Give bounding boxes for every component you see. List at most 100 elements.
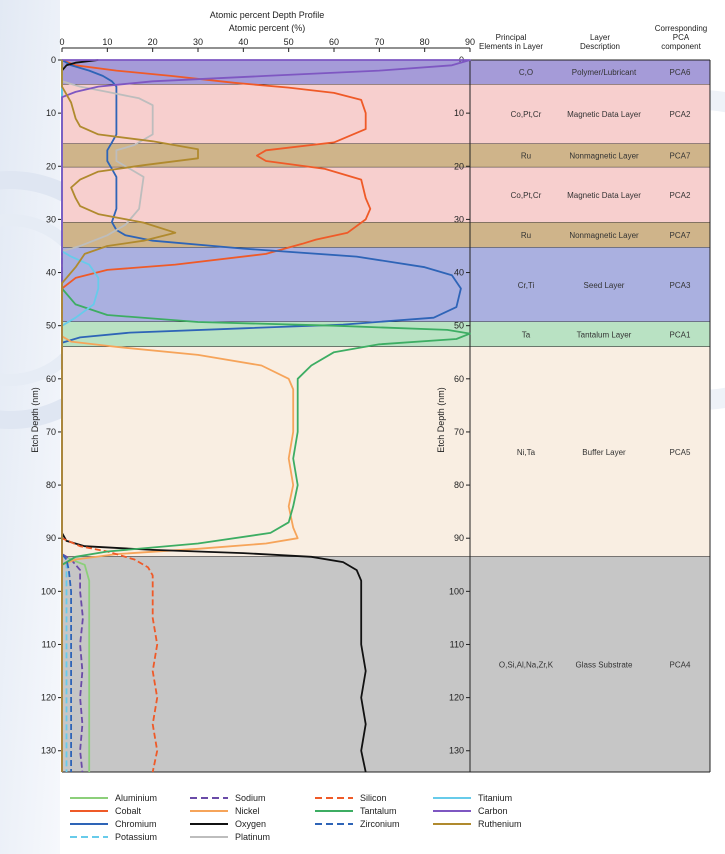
legend-label-carbon: Carbon — [478, 806, 508, 816]
x-tick-label: 0 — [59, 37, 64, 47]
table-cell-description: Magnetic Data Layer — [567, 110, 641, 119]
table-cell-elements: C,O — [519, 68, 533, 77]
legend-label-oxygen: Oxygen — [235, 819, 266, 829]
legend-label-ruthenium: Ruthenium — [478, 819, 522, 829]
series-line-carbon — [61, 59, 471, 772]
y-axis-label-right: Etch Depth (nm) — [436, 387, 446, 453]
x-tick-label: 10 — [102, 37, 112, 47]
x-axis-label: Atomic percent (%) — [229, 23, 306, 33]
table-cell-elements: O,Si,Al,Na,Zr,K — [499, 660, 554, 669]
y-tick-label-right: 70 — [454, 427, 464, 437]
x-tick-label: 60 — [329, 37, 339, 47]
x-tick-label: 40 — [238, 37, 248, 47]
y-tick-label-left: 110 — [42, 639, 56, 649]
table-cell-description: Buffer Layer — [582, 448, 626, 457]
layer-band — [62, 143, 710, 168]
y-tick-label-right: 10 — [454, 108, 464, 118]
table-cell-description: Glass Substrate — [576, 660, 633, 669]
x-tick-label: 80 — [420, 37, 430, 47]
layer-table: C,O Polymer/Lubricant PCA6 Co,Pt,Cr Magnetic… — [499, 68, 691, 669]
series-line-silicon — [61, 60, 159, 773]
legend-label-aluminium: Aluminium — [115, 793, 157, 803]
series-line-titanium — [61, 60, 100, 772]
y-tick-label-left: 90 — [46, 533, 56, 543]
table-cell-pca: PCA3 — [670, 281, 691, 290]
x-tick-label: 90 — [465, 37, 475, 47]
x-tick-label: 50 — [284, 37, 294, 47]
table-cell-pca: PCA4 — [670, 660, 691, 669]
legend-label-potassium: Potassium — [115, 832, 157, 842]
table-cell-pca: PCA2 — [670, 191, 691, 200]
table-cell-description: Magnetic Data Layer — [567, 191, 641, 200]
legend-label-platinum: Platinum — [235, 832, 270, 842]
y-tick-label-right: 80 — [454, 480, 464, 490]
layer-band — [62, 222, 710, 248]
y-axis-label-left: Etch Depth (nm) — [30, 387, 40, 453]
layer-bands — [62, 59, 710, 773]
table-cell-elements: Ru — [521, 152, 531, 161]
table-cell-elements: Ni,Ta — [517, 448, 536, 457]
table-cell-elements: Co,Pt,Cr — [511, 110, 542, 119]
series-line-ruthenium — [61, 60, 199, 772]
series-line-platinum — [61, 60, 154, 772]
layer-band — [62, 167, 710, 223]
series-line-cobalt — [61, 59, 372, 772]
layer-band — [62, 247, 710, 322]
series-line-nickel — [61, 60, 299, 772]
legend-label-cobalt: Cobalt — [115, 806, 142, 816]
y-tick-label-left: 60 — [46, 374, 56, 384]
series-line-zirconium — [61, 60, 72, 772]
y-tick-label-left: 30 — [46, 214, 56, 224]
table-cell-pca: PCA1 — [670, 330, 691, 339]
y-tick-label-right: 40 — [454, 268, 464, 278]
y-tick-label-left: 100 — [41, 586, 56, 596]
y-tick-label-left: 50 — [46, 321, 56, 331]
x-tick-label: 20 — [148, 37, 158, 47]
y-tick-label-right: 50 — [454, 321, 464, 331]
x-tick-label: 30 — [193, 37, 203, 47]
y-tick-label-right: 20 — [454, 161, 464, 171]
legend-label-chromium: Chromium — [115, 819, 157, 829]
legend-label-zirconium: Zirconium — [360, 819, 400, 829]
y-tick-label-right: 30 — [454, 214, 464, 224]
series-line-sodium — [61, 60, 84, 773]
header-principal-elements: Principal Elements in Layer — [479, 33, 543, 51]
header-layer-description: Layer Description — [580, 33, 620, 51]
table-cell-pca: PCA6 — [670, 68, 691, 77]
y-tick-label-left: 70 — [46, 427, 56, 437]
legend-label-silicon: Silicon — [360, 793, 387, 803]
table-cell-description: Nonmagnetic Layer — [569, 152, 639, 161]
y-tick-label-left: 10 — [46, 108, 56, 118]
y-tick-label-right: 90 — [454, 533, 464, 543]
x-tick-label: 70 — [374, 37, 384, 47]
table-cell-description: Tantalum Layer — [577, 330, 632, 339]
legend-label-tantalum: Tantalum — [360, 806, 397, 816]
legend-label-nickel: Nickel — [235, 806, 260, 816]
table-cell-elements: Ta — [522, 330, 531, 339]
table-cell-description: Seed Layer — [584, 281, 625, 290]
series-line-tantalum — [61, 60, 471, 772]
y-tick-label-left: 130 — [41, 746, 56, 756]
table-cell-description: Polymer/Lubricant — [572, 68, 637, 77]
y-tick-label-right: 120 — [449, 693, 464, 703]
y-tick-label-left: 0 — [51, 55, 56, 65]
legend: Aluminium Cobalt Chromium Potassium Sodium Ni… — [70, 793, 522, 842]
table-cell-elements: Cr,Ti — [518, 281, 535, 290]
table-cell-pca: PCA7 — [670, 231, 691, 240]
y-tick-label-right: 100 — [449, 586, 464, 596]
y-tick-label-left: 120 — [41, 693, 56, 703]
legend-label-titanium: Titanium — [478, 793, 512, 803]
table-cell-elements: Co,Pt,Cr — [511, 191, 542, 200]
table-cell-pca: PCA2 — [670, 110, 691, 119]
y-tick-label-right: 130 — [449, 746, 464, 756]
y-tick-label-left: 40 — [46, 268, 56, 278]
layer-band — [62, 84, 710, 144]
series-lines — [61, 59, 471, 773]
layer-band — [62, 556, 710, 772]
y-tick-label-left: 80 — [46, 480, 56, 490]
y-tick-label-right: 60 — [454, 374, 464, 384]
table-cell-pca: PCA7 — [670, 152, 691, 161]
table-cell-pca: PCA5 — [670, 448, 691, 457]
